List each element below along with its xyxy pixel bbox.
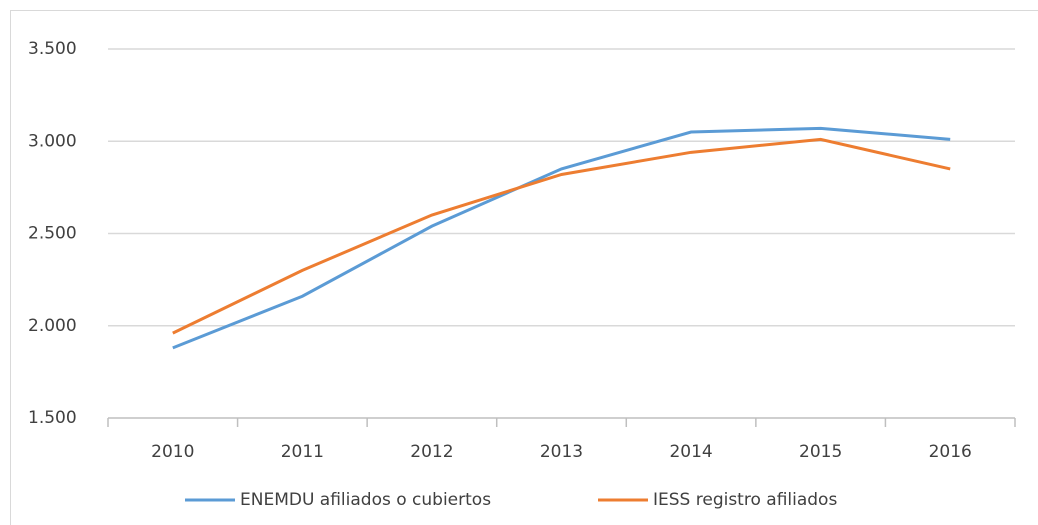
series-line xyxy=(172,137,951,335)
x-tick-label: 2015 xyxy=(799,442,842,462)
x-tick-label: 2013 xyxy=(540,442,583,462)
x-tick-label: 2010 xyxy=(151,442,194,462)
x-tick-label: 2014 xyxy=(669,442,712,462)
y-tick-label: 2.500 xyxy=(28,224,77,244)
x-tick-label: 2011 xyxy=(281,442,324,462)
x-tick-label: 2012 xyxy=(410,442,453,462)
y-tick-label: 3.500 xyxy=(28,39,77,59)
chart-frame xyxy=(10,10,1038,525)
legend-label: ENEMDU afiliados o cubiertos xyxy=(240,490,491,510)
y-tick-label: 1.500 xyxy=(28,408,77,428)
y-tick-label: 3.000 xyxy=(28,131,77,151)
y-tick-label: 2.000 xyxy=(28,316,77,336)
x-tick-label: 2016 xyxy=(929,442,972,462)
series-line xyxy=(172,126,951,350)
legend-label: IESS registro afiliados xyxy=(653,490,837,510)
